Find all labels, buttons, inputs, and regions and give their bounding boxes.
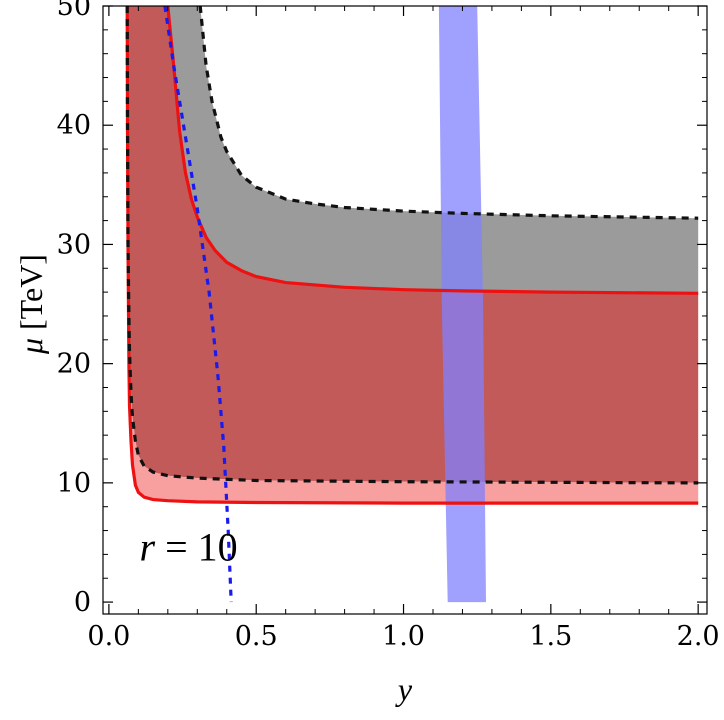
y-axis-label: μ [TeV] (13, 254, 49, 355)
curves (125, 6, 699, 603)
x-tick-label: 0.0 (87, 621, 130, 652)
y-tick-label: 50 (57, 0, 91, 22)
y-axis-symbol: μ (13, 338, 49, 355)
dark-red-shaded-region (127, 6, 699, 483)
axis-ticks: 0.0 0.5 1.0 1.5 2.0 0 10 20 30 40 50 (57, 0, 720, 652)
y-axis-unit: [TeV] (13, 254, 49, 330)
y-tick-label: 0 (74, 587, 91, 618)
r-annotation-value: = 10 (155, 524, 238, 569)
x-tick-label: 1.5 (529, 621, 572, 652)
lower-black-curve (125, 6, 699, 485)
r-annotation-variable: r (140, 524, 156, 569)
r-annotation: r = 10 (140, 524, 238, 569)
y-tick-label: 30 (57, 229, 91, 260)
plot-frame (102, 5, 708, 615)
blue-vertical-band (438, 6, 486, 603)
upper-black-curve (198, 6, 699, 220)
r-contour-curve (163, 6, 233, 603)
shaded-regions (127, 6, 699, 603)
y-tick-label: 10 (57, 468, 91, 499)
x-tick-label: 0.5 (235, 621, 278, 652)
y-tick-label: 40 (57, 110, 91, 141)
y-tick-label: 20 (57, 349, 91, 380)
upper-red-curve (166, 6, 699, 295)
x-axis-label: y (395, 671, 413, 707)
gray-shaded-region (167, 6, 699, 294)
x-tick-label: 2.0 (677, 621, 720, 652)
x-tick-label: 1.0 (382, 621, 425, 652)
